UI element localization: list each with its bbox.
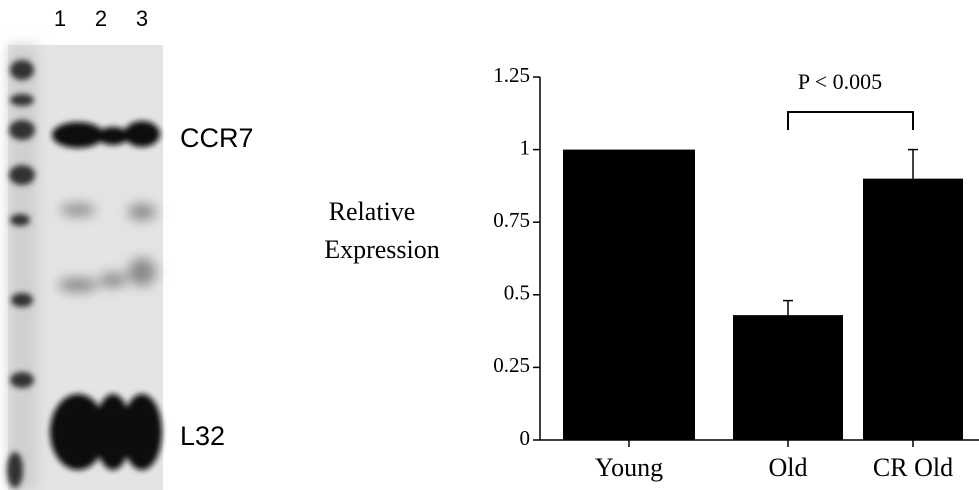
y-tick-label: 0.25: [493, 353, 530, 377]
significance-bracket: [788, 112, 913, 130]
y-axis-label: Expression: [324, 235, 440, 264]
error-bar: [908, 150, 918, 179]
lane-label: 2: [95, 6, 107, 31]
band-label: CCR7: [180, 123, 254, 153]
gel-image: [7, 45, 163, 490]
x-tick-label: Old: [769, 453, 808, 482]
annotation: P < 0.005: [798, 69, 882, 94]
figure: 1 2 3 CCR7 L32 Relative Expression P < 0…: [0, 0, 979, 490]
x-tick-label: CR Old: [873, 453, 953, 482]
error-bar: [783, 301, 793, 316]
y-tick-label: 0.75: [493, 208, 530, 232]
x-tick-label: Young: [595, 453, 663, 482]
y-tick-label: 1.25: [493, 63, 530, 87]
y-tick-label: 0.5: [504, 281, 530, 305]
bar: [733, 315, 843, 440]
bar: [863, 179, 963, 440]
lane-label: 3: [136, 6, 148, 31]
y-tick-label: 0: [520, 426, 531, 450]
band-label: L32: [180, 421, 225, 451]
y-tick-label: 1: [520, 135, 531, 159]
y-axis-label: Relative: [329, 197, 416, 226]
bar: [563, 150, 695, 440]
lane-label: 1: [54, 6, 66, 31]
